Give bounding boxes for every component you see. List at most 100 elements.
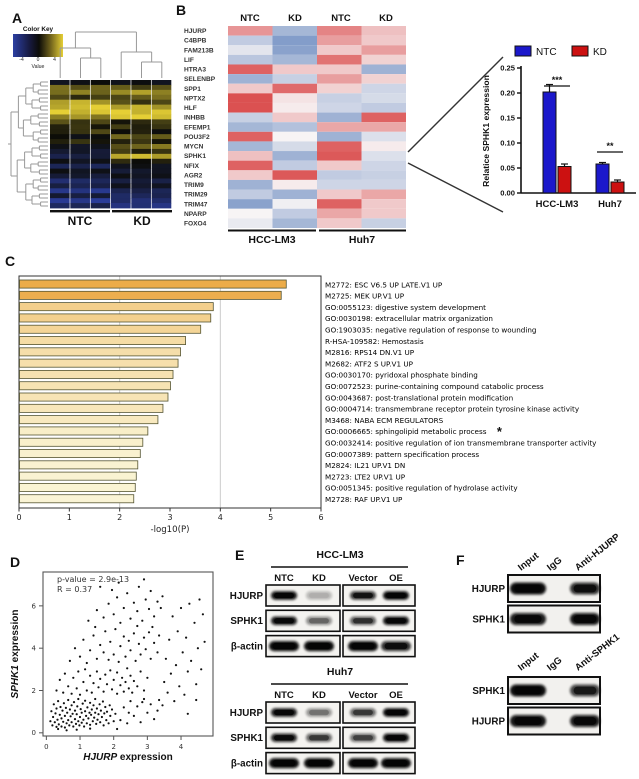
go-term-label: M2723: LTE2 UP.V1 UP: [325, 472, 406, 481]
scatter-point: [183, 693, 186, 696]
heatmap-a-cell: [90, 148, 111, 155]
heatmap-a-cell: [70, 109, 90, 115]
heatmap-b-cell: [361, 141, 406, 152]
heatmap-a-cell: [131, 168, 151, 174]
heatmap-a-cell: [151, 163, 172, 170]
go-term-label: M2816: RPS14 DN.V1 UP: [325, 348, 415, 357]
blot-band: [514, 584, 542, 593]
blot-band: [573, 717, 597, 725]
blot-band: [353, 735, 373, 741]
scatter-point: [161, 704, 164, 707]
heatmap-b-cell: [228, 26, 273, 36]
go-term-bar: [19, 415, 159, 425]
heatmap-a-cell: [151, 114, 172, 120]
heatmap-b-cell: [361, 45, 406, 55]
go-term-bar: [19, 471, 137, 481]
scatter-point: [57, 700, 60, 703]
scatter-point: [81, 702, 84, 705]
heatmap-b-cell: [228, 83, 273, 94]
scatter-point: [78, 693, 82, 696]
pvalue-annotation: p-value = 2.9e-13: [57, 575, 129, 584]
heatmap-b-cell: [361, 122, 406, 132]
heatmap-a-cell: [111, 193, 131, 199]
blot-band: [514, 717, 542, 725]
heatmap-a-cell: [90, 163, 111, 170]
heatmap-a-cell: [70, 80, 90, 86]
scatter-point: [89, 727, 92, 730]
heatmap-a-cell: [111, 104, 131, 110]
scatter-point: [56, 718, 59, 721]
y-tick-label: 0.05: [500, 164, 516, 173]
heatmap-b-cell: [361, 35, 406, 46]
scatter-point: [107, 722, 110, 725]
heatmap-a-cell: [131, 153, 151, 160]
go-term-label: M2728: RAF UP.V1 UP: [325, 495, 403, 504]
gene-label: LIF: [184, 57, 194, 64]
heatmap-a-cell: [90, 198, 111, 204]
gene-label: POU3F2: [184, 134, 210, 141]
color-key-tick: 0: [36, 57, 40, 63]
scatter-point: [109, 714, 112, 718]
scatter-point: [72, 725, 75, 728]
heatmap-b-cell: [228, 189, 273, 200]
scatter-point: [75, 687, 78, 690]
heatmap-b-cell: [272, 151, 317, 161]
bar-x-category: Huh7: [598, 199, 622, 210]
heatmap-a-cell: [70, 134, 90, 140]
scatter-point: [126, 592, 129, 595]
y-tick-label: 0.10: [500, 139, 515, 148]
blot-box: [342, 701, 416, 724]
funnel-line: [407, 162, 504, 213]
blot-box: [265, 634, 341, 658]
scatter-point: [144, 648, 147, 651]
heatmap-a-cell: [151, 94, 172, 101]
heatmap-a-cell: [111, 173, 131, 179]
scatter-point: [104, 705, 107, 709]
scatter-point: [55, 707, 58, 710]
x-tick-label: 1: [67, 513, 72, 522]
blot-box: [342, 751, 416, 775]
heatmap-b-cell: [317, 170, 362, 180]
go-term-bar: [19, 460, 139, 470]
blot-band: [274, 709, 294, 716]
heatmap-b-cell: [272, 112, 317, 123]
heatmap-a-cell: [70, 89, 90, 96]
heatmap-a-cell: [111, 99, 131, 106]
blot-band: [386, 592, 406, 599]
heatmap-a-cell: [111, 129, 131, 135]
go-term-bar: [19, 482, 136, 492]
heatmap-b-cell: [361, 83, 406, 94]
heatmap-a-cell: [50, 139, 70, 145]
heatmap-a-cell: [151, 84, 172, 91]
go-term-bar: [19, 347, 181, 357]
scatter-point: [75, 713, 78, 716]
heatmap-a-cell: [151, 173, 172, 179]
scatter-point: [136, 705, 139, 708]
scatter-point: [80, 721, 83, 724]
scatter-point: [102, 651, 105, 654]
scatter-point: [158, 634, 161, 637]
scatter-point: [129, 649, 132, 652]
scatter-point: [95, 707, 98, 710]
scatter-point: [54, 712, 57, 715]
heatmap-a-cell: [151, 124, 172, 130]
blot-box: [342, 609, 416, 633]
protein-label: β-actin: [231, 759, 263, 770]
gene-label: EFEMP1: [184, 124, 211, 131]
scatter-point: [70, 704, 73, 707]
heatmap-a-cell: [151, 104, 172, 110]
heatmap-b-cell: [361, 189, 406, 200]
y-tick-label: 0.20: [500, 89, 515, 98]
blot-band: [309, 592, 329, 599]
scatter-point: [109, 640, 112, 643]
heatmap-b-cell: [361, 131, 406, 142]
scatter-point: [92, 704, 95, 707]
blot-band: [386, 618, 406, 624]
scatter-point: [99, 585, 102, 588]
gene-label: HLF: [184, 105, 197, 112]
blot-band: [384, 642, 408, 650]
scatter-point: [90, 713, 93, 716]
protein-label: HJURP: [472, 717, 506, 728]
scatter-point: [52, 703, 55, 706]
